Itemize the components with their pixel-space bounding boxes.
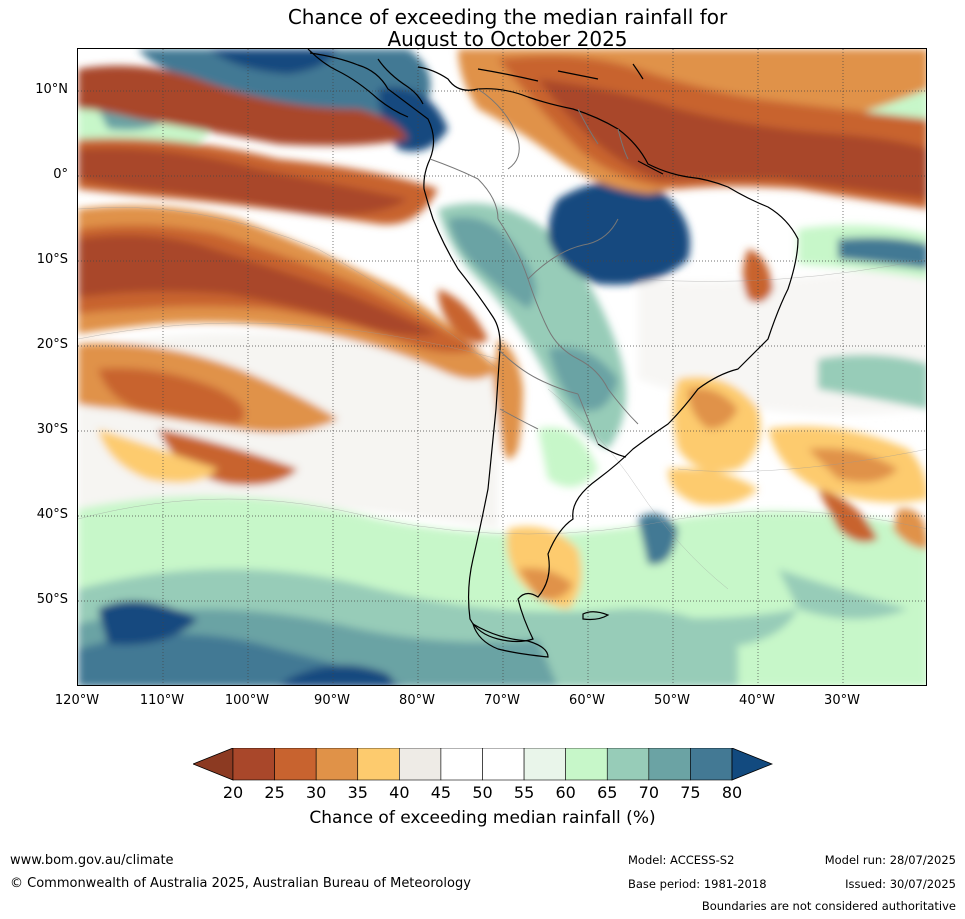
lat-label: 10°N [35,82,68,97]
colorbar-over-triangle [731,748,773,781]
map-canvas [78,49,926,685]
issued-date: Issued: 30/07/2025 [845,877,956,891]
colorbar-tick-label: 30 [305,783,327,802]
colorbar-bin [565,748,608,781]
lon-label: 90°W [314,693,350,708]
boundaries-disclaimer: Boundaries are not considered authoritat… [701,899,956,913]
lon-label: 120°W [54,693,100,708]
colorbar-bin [690,748,733,781]
lat-label: 10°S [36,252,68,267]
colorbar-tick-label: 20 [222,783,244,802]
colorbar-bin [399,748,442,781]
lon-label: 30°W [824,693,860,708]
colorbar-bin [482,748,525,781]
lon-label: 40°W [739,693,775,708]
graticule [78,49,926,685]
colorbar-tick-label: 35 [347,783,368,802]
colorbar-tick-label: 80 [721,783,743,802]
lon-label: 60°W [569,693,605,708]
model-run-date: Model run: 28/07/2025 [824,853,956,867]
rainfall-map [77,48,927,686]
lat-label: 40°S [36,507,68,522]
colorbar-tick-label: 60 [555,783,576,802]
base-period: Base period: 1981-2018 [628,877,767,891]
lon-label: 70°W [484,693,520,708]
colorbar-under-triangle [193,748,234,781]
colorbar-bin [315,748,359,781]
colorbar-bin [648,748,691,781]
colorbar-tick-label: 40 [389,783,410,802]
south-america-coastline [307,49,799,658]
model-name: Model: ACCESS-S2 [628,853,735,867]
lon-label: 100°W [224,693,270,708]
colorbar-tick-label: 65 [597,783,618,802]
lat-label: 30°S [36,422,68,437]
copyright-text: © Commonwealth of Australia 2025, Austra… [10,876,471,891]
colorbar-bin [523,748,566,781]
lon-label: 110°W [139,693,185,708]
colorbar [193,748,773,781]
map-title-line1: Chance of exceeding the median rainfall … [287,5,728,29]
colorbar-tick-label: 75 [680,783,701,802]
rainfall-anomaly-field [78,49,926,685]
colorbar-bin [232,748,275,781]
colorbar-tick-label: 50 [472,783,493,802]
lat-label: 50°S [36,592,68,607]
lat-label: 0° [53,167,68,182]
contour-lines [78,207,926,590]
colorbar-tick-label: 45 [430,783,452,802]
colorbar-tick-label: 25 [264,783,285,802]
colorbar-bin [357,748,400,781]
map-title-line2: August to October 2025 [387,27,628,51]
colorbar-tick-label: 70 [638,783,660,802]
colorbar-tick-label: 55 [513,783,535,802]
country-boundaries [429,88,639,445]
website-link[interactable]: www.bom.gov.au/climate [10,853,174,868]
colorbar-bin [274,748,317,781]
colorbar-bin [440,748,483,781]
colorbar-bin [606,748,650,781]
lat-label: 20°S [36,337,68,352]
lon-label: 50°W [654,693,690,708]
lon-label: 80°W [399,693,435,708]
colorbar-label: Chance of exceeding median rainfall (%) [309,808,656,828]
